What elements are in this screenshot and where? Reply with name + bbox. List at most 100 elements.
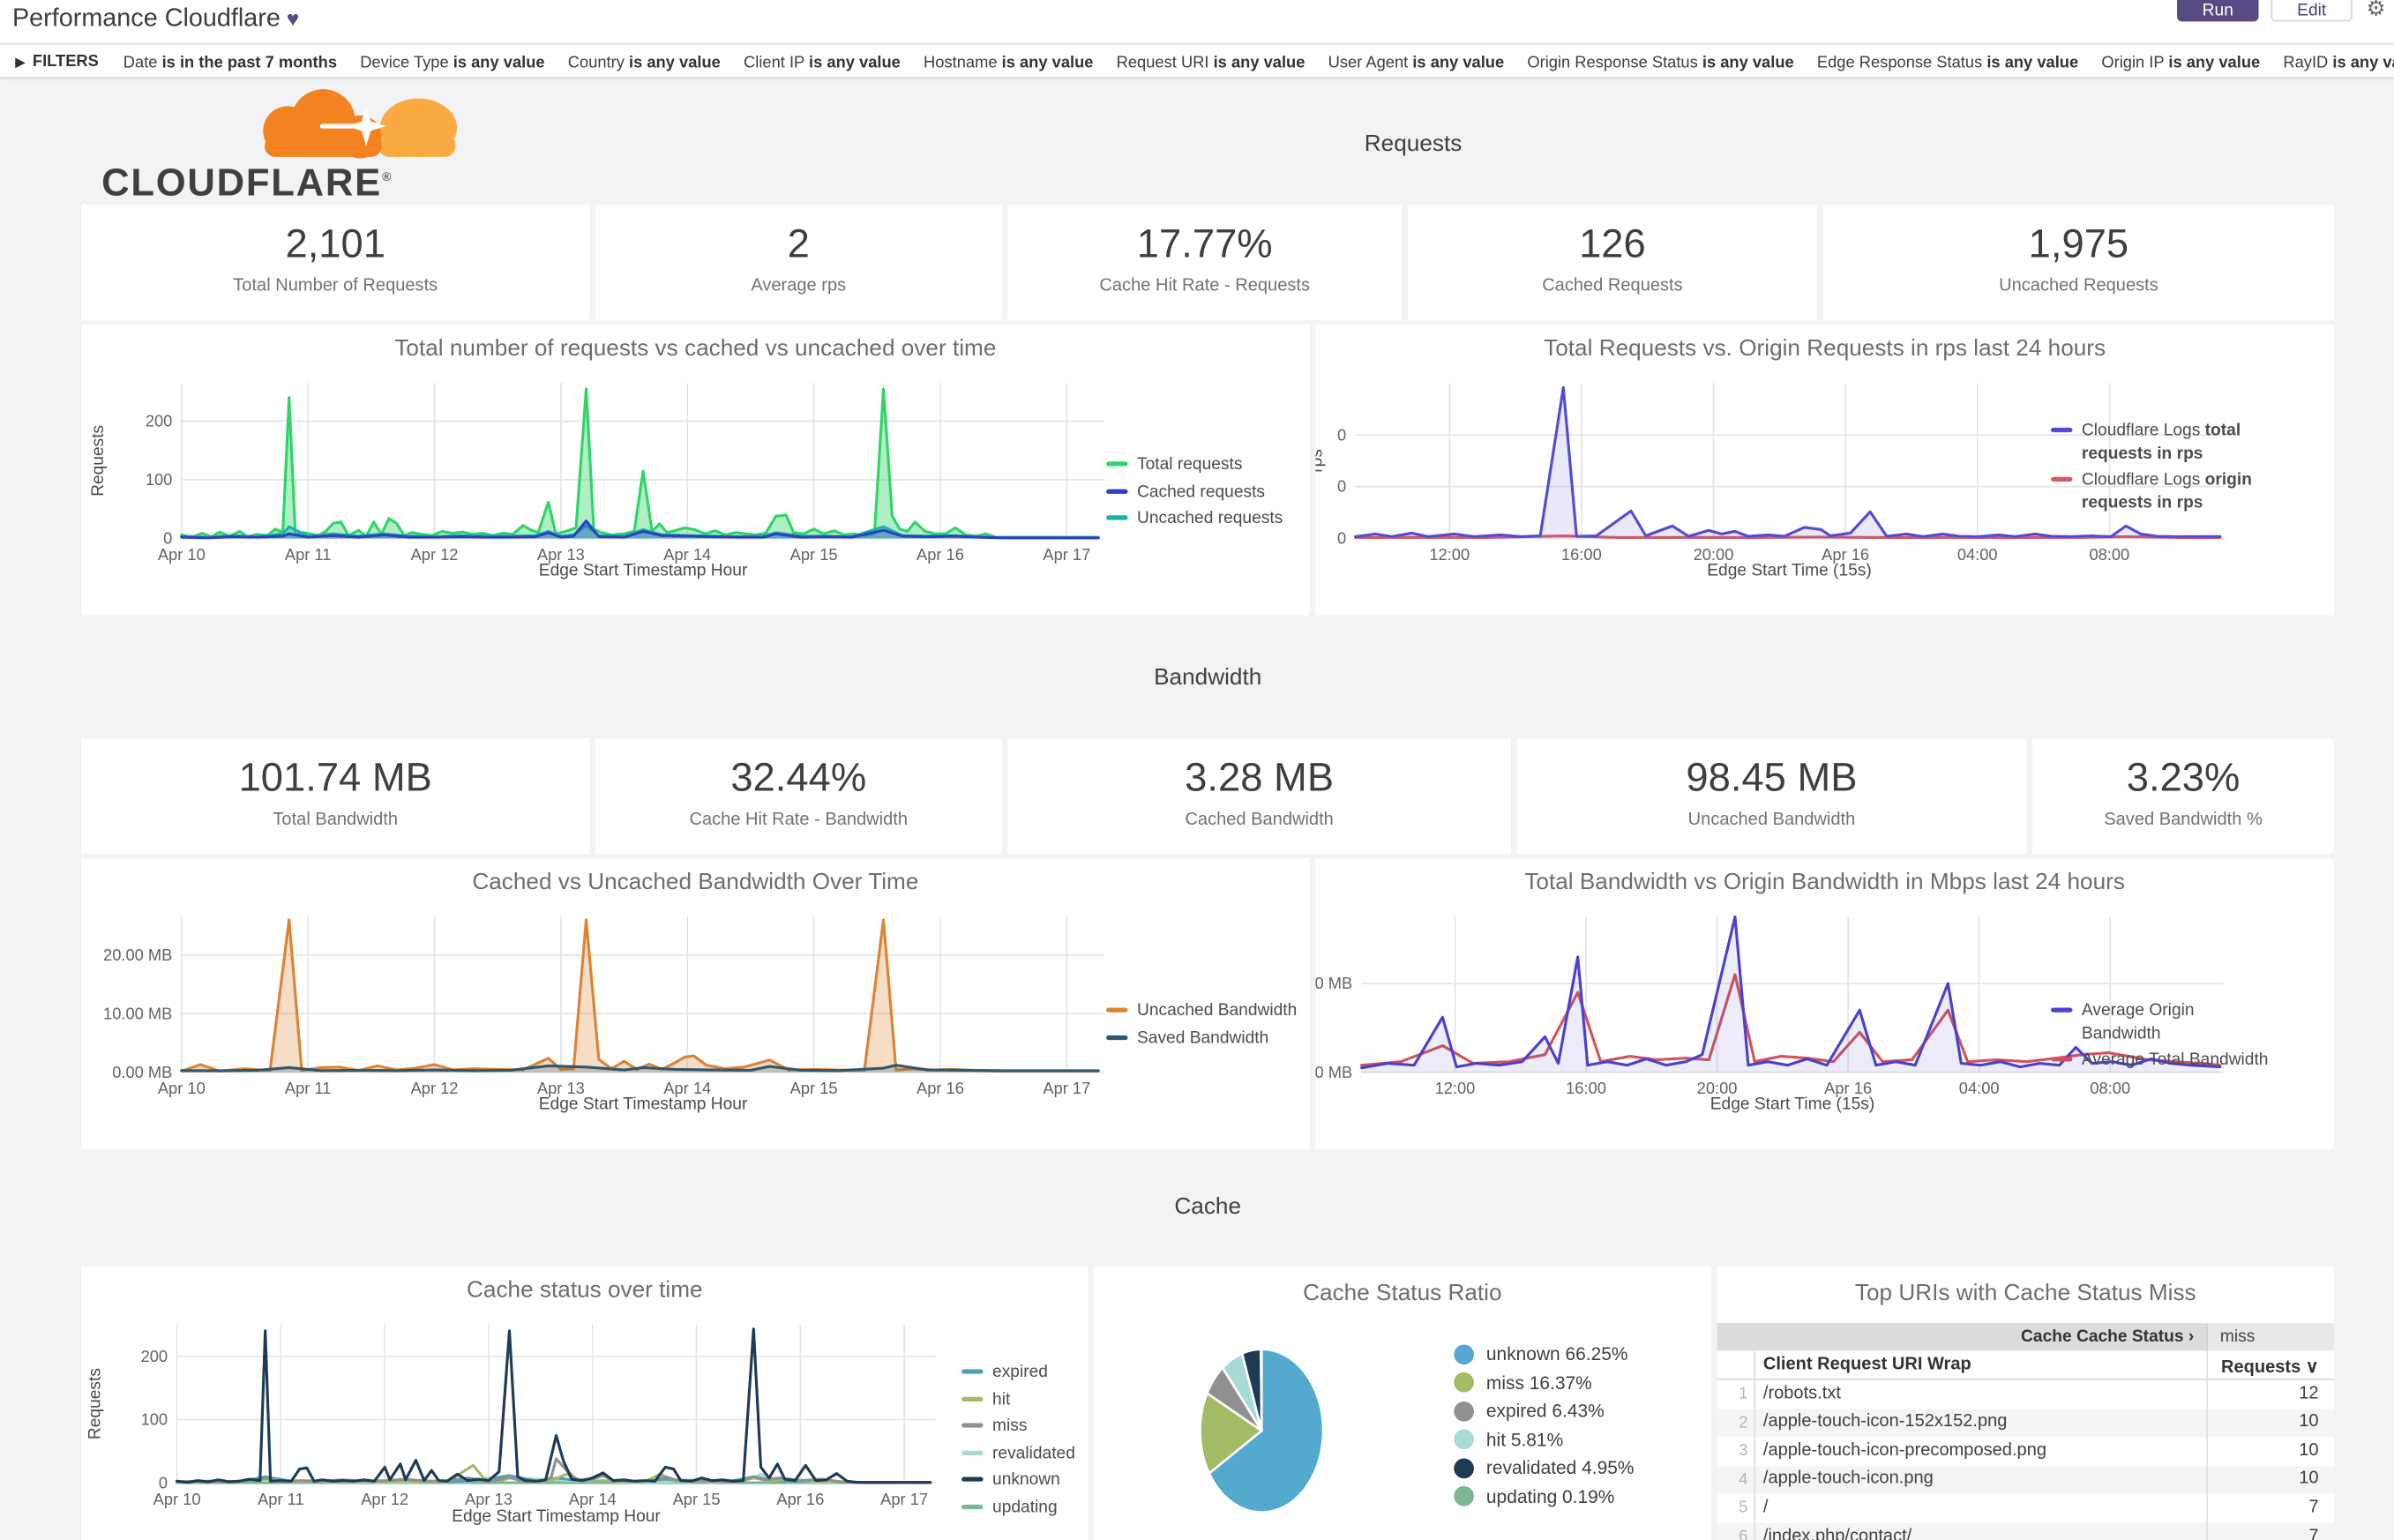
- filters-toggle[interactable]: ▶ FILTERS: [15, 51, 99, 71]
- svg-text:Apr 11: Apr 11: [285, 1079, 332, 1097]
- heart-icon: ♥: [286, 5, 300, 31]
- row-col-divider: [2206, 1522, 2208, 1540]
- filter-edge-response-status[interactable]: Edge Response Status is any value: [1816, 53, 2079, 72]
- pie-legend-dot: [1454, 1401, 1474, 1421]
- filter-origin-ip[interactable]: Origin IP is any value: [2101, 53, 2261, 72]
- legend-item[interactable]: Cloudflare Logs total requests in rps: [2051, 420, 2254, 465]
- table-row[interactable]: 6/index.php/contact/7: [1717, 1522, 2334, 1540]
- filter-items: Date is in the past 7 months Device Type …: [123, 47, 2394, 74]
- row-gutter-divider: [1754, 1437, 1756, 1466]
- requests-column-header[interactable]: Requests ∨: [2220, 1358, 2319, 1378]
- kpi-label: Total Bandwidth: [273, 811, 399, 830]
- svg-text:08:00: 08:00: [2089, 545, 2129, 564]
- pie-legend-dot: [1454, 1343, 1474, 1364]
- legend-item[interactable]: expired: [961, 1362, 1085, 1384]
- legend-item[interactable]: revalidated: [961, 1442, 1085, 1464]
- legend-item[interactable]: hit: [961, 1388, 1085, 1410]
- legend-label: revalidated: [992, 1444, 1075, 1462]
- row-col-divider: [2206, 1494, 2208, 1523]
- legend-swatch: [961, 1395, 984, 1402]
- row-col-divider: [2206, 1408, 2208, 1438]
- pie-legend-item[interactable]: hit 5.81%: [1454, 1429, 1634, 1450]
- series-cached-requests: [180, 520, 1100, 540]
- filter-country[interactable]: Country is any value: [567, 53, 721, 72]
- edit-button[interactable]: Edit: [2271, 0, 2353, 22]
- cloudflare-cloud-icon: [263, 89, 458, 159]
- legend-item[interactable]: Saved Bandwidth: [1106, 1027, 1309, 1049]
- svg-text:Apr 16: Apr 16: [1822, 545, 1869, 564]
- pie-legend-item[interactable]: miss 16.37%: [1454, 1372, 1634, 1393]
- header-col-divider: [2206, 1350, 2208, 1380]
- kpi-tile: 3.28 MB Cached Bandwidth: [1007, 738, 1511, 855]
- filter-client-ip[interactable]: Client IP is any value: [744, 53, 901, 72]
- pie-legend-item[interactable]: revalidated 4.95%: [1454, 1457, 1634, 1478]
- pie-legend-label: revalidated 4.95%: [1485, 1456, 1635, 1479]
- svg-text:Apr 10: Apr 10: [158, 1079, 206, 1097]
- top-bar: Performance Cloudflare ♥ Run Edit ⚙: [0, 0, 2394, 45]
- table-row[interactable]: 1/robots.txt 12: [1717, 1379, 2334, 1409]
- svg-text:Apr 17: Apr 17: [1043, 1079, 1090, 1097]
- cached-vs-uncached-bandwidth-title: Cached vs Uncached Bandwidth Over Time: [472, 869, 919, 896]
- row-number: 3: [1739, 1441, 1748, 1461]
- legend-item[interactable]: updating: [961, 1496, 1085, 1518]
- uri-column-header[interactable]: Client Request URI Wrap: [1762, 1355, 1971, 1374]
- table-row[interactable]: 2/apple-touch-icon-152x152.png 10: [1717, 1408, 2334, 1438]
- chart-legend: Total requests Cached requests Uncached re…: [1106, 454, 1303, 535]
- pie-legend-item[interactable]: expired 6.43%: [1454, 1400, 1634, 1422]
- filter-user-agent[interactable]: User Agent is any value: [1328, 53, 1505, 72]
- legend-item[interactable]: Average Origin Bandwidth: [2051, 1000, 2270, 1045]
- table-row[interactable]: 5 / 7: [1717, 1494, 2334, 1523]
- registered-mark: ®: [381, 170, 393, 184]
- gear-icon[interactable]: ⚙: [2366, 0, 2386, 20]
- pie-legend-item[interactable]: unknown 66.25%: [1454, 1343, 1634, 1364]
- total-vs-origin-bandwidth-plot[interactable]: 12:00 16:00 20:00 Apr 16 04:00 08:00 0.00 MB 0.…: [1315, 858, 2334, 1149]
- kpi-label: Saved Bandwidth %: [2104, 811, 2263, 830]
- pie-legend-item[interactable]: updating 0.19%: [1454, 1485, 1634, 1506]
- legend-item[interactable]: Cloudflare Logs origin requests in rps: [2051, 469, 2254, 514]
- filter-hostname[interactable]: Hostname is any value: [924, 53, 1094, 72]
- row-gutter-divider: [1754, 1494, 1756, 1523]
- table-row[interactable]: 4/apple-touch-icon.png 10: [1717, 1465, 2334, 1495]
- legend-item[interactable]: Cached requests: [1106, 481, 1303, 503]
- legend-item[interactable]: Uncached requests: [1106, 508, 1303, 530]
- svg-text:Apr 13: Apr 13: [465, 1490, 512, 1508]
- row-number: 2: [1739, 1413, 1748, 1432]
- filter-rayid[interactable]: RayID is any valu...: [2283, 53, 2394, 72]
- pie-chart[interactable]: [1094, 1266, 1710, 1539]
- filter-origin-response-status[interactable]: Origin Response Status is any value: [1527, 53, 1794, 72]
- pie-slice-miss: [1199, 1391, 1264, 1476]
- legend-item[interactable]: Average Total Bandwidth: [2051, 1050, 2270, 1072]
- legend-item[interactable]: Uncached Bandwidth: [1106, 1000, 1309, 1022]
- pie-legend-dot: [1454, 1372, 1474, 1393]
- cache-status-over-time-plot[interactable]: Apr 10 Apr 11 Apr 12 Apr 13 Apr 14 Apr 15 Apr …: [81, 1266, 1088, 1539]
- svg-text:Apr 10: Apr 10: [153, 1490, 201, 1508]
- requests-vs-origin-rps-plot[interactable]: 12:00 16:00 20:00 Apr 16 04:00 08:00 0 0 0 Edge S…: [1315, 325, 2334, 616]
- filter-request-uri[interactable]: Request URI is any value: [1116, 53, 1305, 72]
- chart-card-cache-status-ratio: Cache Status Ratio unknown 66.25% miss 16.…: [1094, 1266, 1711, 1540]
- legend-item[interactable]: Total requests: [1106, 454, 1303, 476]
- svg-text:Apr 12: Apr 12: [361, 1490, 408, 1508]
- legend-swatch: [961, 1504, 984, 1509]
- table-row[interactable]: 3/apple-touch-icon-precomposed.png 10: [1717, 1437, 2334, 1466]
- total-vs-origin-bandwidth-title: Total Bandwidth vs Origin Bandwidth in M…: [1524, 869, 2125, 896]
- filter-device-type[interactable]: Device Type is any value: [360, 53, 545, 72]
- svg-text:0.00 MB: 0.00 MB: [112, 1063, 172, 1081]
- cached-vs-uncached-bandwidth-plot[interactable]: Apr 10 Apr 11 Apr 12 Apr 13 Apr 14 Apr 15 Apr …: [81, 858, 1309, 1149]
- chart-card-requests-over-time: Total number of requests vs cached vs un…: [81, 325, 1310, 616]
- svg-text:Apr 16: Apr 16: [776, 1490, 824, 1508]
- legend-swatch: [961, 1476, 984, 1482]
- chart-legend: Uncached Bandwidth Saved Bandwidth: [1106, 1000, 1309, 1054]
- requests-over-time-plot[interactable]: Apr 10 Apr 11 Apr 12 Apr 13 Apr 14 Apr 15 Apr …: [81, 325, 1309, 616]
- svg-text:100: 100: [141, 1410, 168, 1429]
- svg-text:Apr 17: Apr 17: [880, 1490, 928, 1508]
- pivot-header[interactable]: Cache Cache Status ›: [1717, 1323, 2207, 1351]
- svg-text:20.00 MB: 20.00 MB: [103, 946, 172, 964]
- legend-label: unknown: [992, 1470, 1060, 1490]
- pie-legend-label: expired 6.43%: [1485, 1400, 1605, 1422]
- filter-date[interactable]: Date is in the past 7 months: [123, 53, 338, 72]
- legend-item[interactable]: miss: [961, 1416, 1085, 1438]
- svg-text:rps: rps: [1315, 449, 1326, 473]
- legend-item[interactable]: unknown: [961, 1469, 1085, 1491]
- kpi-value: 3.23%: [2126, 753, 2241, 800]
- run-button[interactable]: Run: [2177, 0, 2259, 22]
